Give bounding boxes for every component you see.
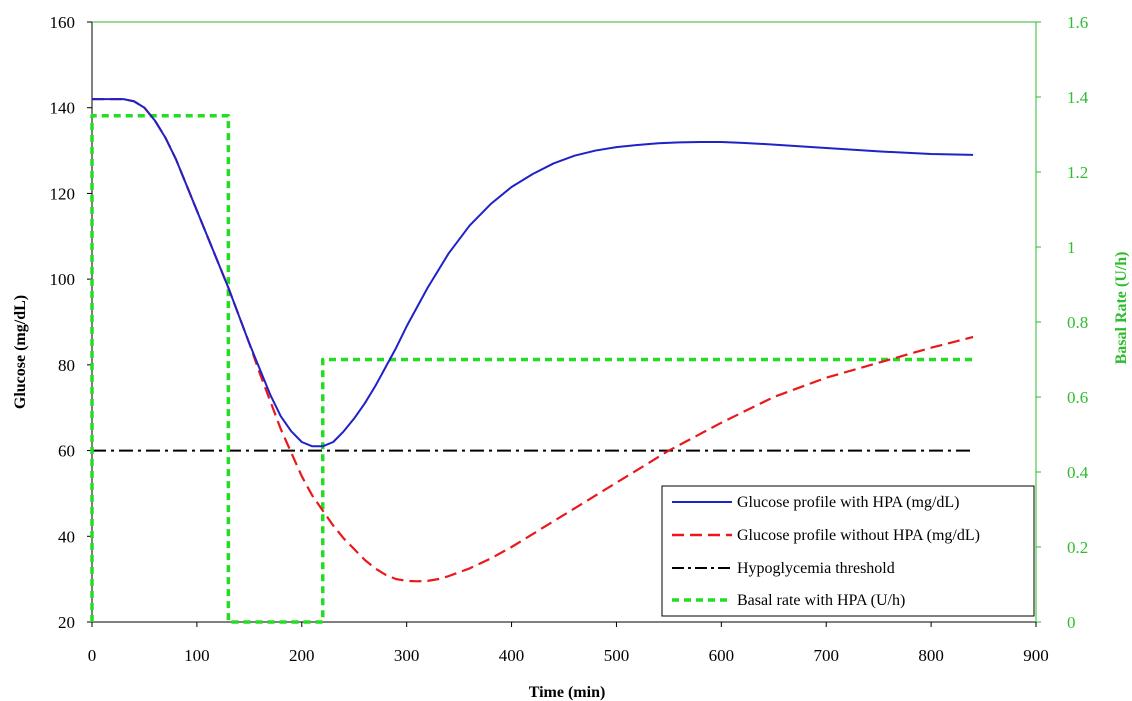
y2-axis-title: Basal Rate (U/h) [1113,252,1130,365]
chart-ticks: 20 40 60 80 100 120 140 160 0 0.2 0.4 0.6 0.8 1 1.2 1.4… [50,13,1089,665]
y-tick-label: 20 [58,613,75,632]
x-tick-label: 200 [289,646,315,665]
y-tick-label: 160 [50,13,76,32]
x-tick-label: 0 [88,646,97,665]
legend-label-without-hpa: Glucose profile without HPA (mg/dL) [737,527,980,544]
y2-tick-label: 0 [1067,613,1076,632]
x-tick-label: 700 [813,646,839,665]
y-axis-title: Glucose (mg/dL) [12,295,29,409]
y2-tick-label: 1.2 [1067,163,1088,182]
x-axis-title: Time (min) [529,684,606,701]
series-line-with-hpa [92,98,974,448]
x-tick-label: 800 [918,646,944,665]
x-tick-label: 600 [709,646,735,665]
y2-tick-label: 0.4 [1067,463,1089,482]
x-tick-label: 100 [184,646,210,665]
x-tick-label: 400 [499,646,525,665]
y-tick-label: 100 [50,270,76,289]
legend-label-threshold: Hypoglycemia threshold [737,560,895,577]
y-tick-label: 60 [58,442,75,461]
legend-box [661,485,1035,617]
y2-tick-label: 0.6 [1067,388,1088,407]
x-tick-label: 500 [604,646,630,665]
y2-tick-label: 0.2 [1067,538,1088,557]
series-line-basal [90,114,974,624]
plot-area [90,98,974,624]
series-line-without-hpa [92,98,974,583]
y-tick-label: 80 [58,356,75,375]
legend: Glucose profile with HPA (mg/dL) Glucose… [661,485,1035,617]
y2-tick-label: 1.4 [1067,88,1089,107]
y-tick-label: 40 [58,527,75,546]
legend-label-basal: Basal rate with HPA (U/h) [737,592,905,609]
y2-tick-label: 1 [1067,238,1076,257]
y2-tick-label: 1.6 [1067,13,1088,32]
y2-tick-label: 0.8 [1067,313,1088,332]
y-tick-label: 120 [50,184,76,203]
x-tick-label: 300 [394,646,420,665]
legend-label-with-hpa: Glucose profile with HPA (mg/dL) [737,494,960,511]
y-tick-label: 140 [50,99,76,118]
x-tick-label: 900 [1023,646,1049,665]
